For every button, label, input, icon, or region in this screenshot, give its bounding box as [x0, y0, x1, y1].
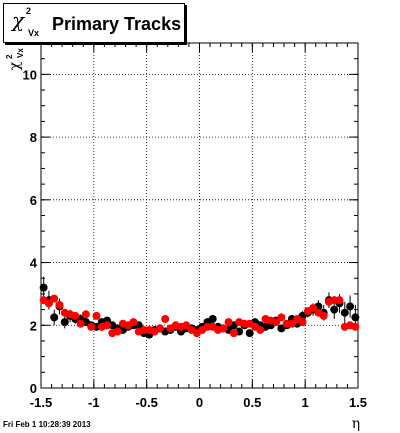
data-point-black [346, 302, 355, 311]
y-axis-label: χ 2 Vx [5, 48, 25, 71]
data-point-red [76, 319, 85, 328]
data-point-red [319, 311, 328, 320]
x-tick-label: -0.5 [135, 395, 157, 410]
y-axis-label-superscript: 2 [5, 54, 14, 59]
y-tick-label: 8 [30, 130, 37, 145]
data-point-black [351, 313, 360, 322]
axis-ticks [40, 42, 359, 389]
data-point-red [161, 315, 170, 323]
y-tick-label: 6 [30, 193, 37, 208]
data-point-black [208, 315, 217, 323]
title-superscript: 2 [26, 6, 32, 16]
data-point-red [287, 319, 296, 328]
x-tick-label: 0.5 [243, 395, 261, 410]
data-point-red [219, 324, 228, 333]
y-axis-label-symbol: χ [7, 61, 23, 70]
title-box: χ 2 Vx Primary Tracks [3, 3, 185, 43]
chart-title: Primary Tracks [52, 14, 182, 34]
data-point-red [272, 318, 281, 327]
data-point-red [81, 310, 90, 319]
tick-labels: -1.5 -1 -0.5 0 0.5 1 1.5 0 2 4 6 8 10 [23, 67, 368, 410]
data-point-red [182, 321, 191, 330]
title-symbol: χ [12, 8, 25, 32]
timestamp-footer: Fri Feb 1 10:28:39 2013 [3, 420, 91, 429]
data-point-red [87, 322, 96, 331]
x-tick-label: 1.5 [349, 395, 367, 410]
data-point-black [245, 329, 254, 338]
data-point-red [351, 322, 360, 331]
data-point-red [277, 313, 286, 322]
x-tick-label: -1 [88, 395, 100, 410]
data-point-black [39, 283, 48, 292]
data-point-red [44, 299, 53, 308]
data-point-red [298, 318, 307, 327]
data-markers [39, 283, 360, 339]
x-tick-label: -1.5 [30, 395, 52, 410]
data-point-red [309, 304, 318, 313]
data-point-red [129, 318, 138, 327]
y-tick-label: 2 [30, 318, 37, 333]
y-tick-label: 0 [30, 381, 37, 396]
x-axis-label: η [352, 416, 360, 432]
data-point-red [71, 311, 80, 320]
y-tick-label: 4 [30, 256, 38, 271]
data-point-red [113, 327, 122, 336]
x-tick-label: 0 [196, 395, 203, 410]
grid [41, 43, 358, 388]
data-point-red [103, 321, 112, 330]
x-tick-label: 1 [302, 395, 309, 410]
data-point-red [256, 325, 265, 334]
y-axis-label-subscript: Vx [16, 48, 25, 58]
data-point-red [155, 324, 164, 333]
data-point-red [335, 296, 344, 305]
data-point-red [229, 329, 238, 338]
y-tick-label: 10 [23, 67, 37, 82]
data-point-red [224, 318, 233, 327]
data-point-black [60, 318, 69, 327]
title-subscript: Vx [28, 28, 40, 38]
data-point-black [50, 313, 59, 322]
data-point-red [50, 294, 59, 303]
data-point-red [92, 311, 101, 320]
data-point-red [55, 300, 64, 309]
data-point-black [340, 308, 349, 317]
data-point-black [330, 305, 339, 314]
